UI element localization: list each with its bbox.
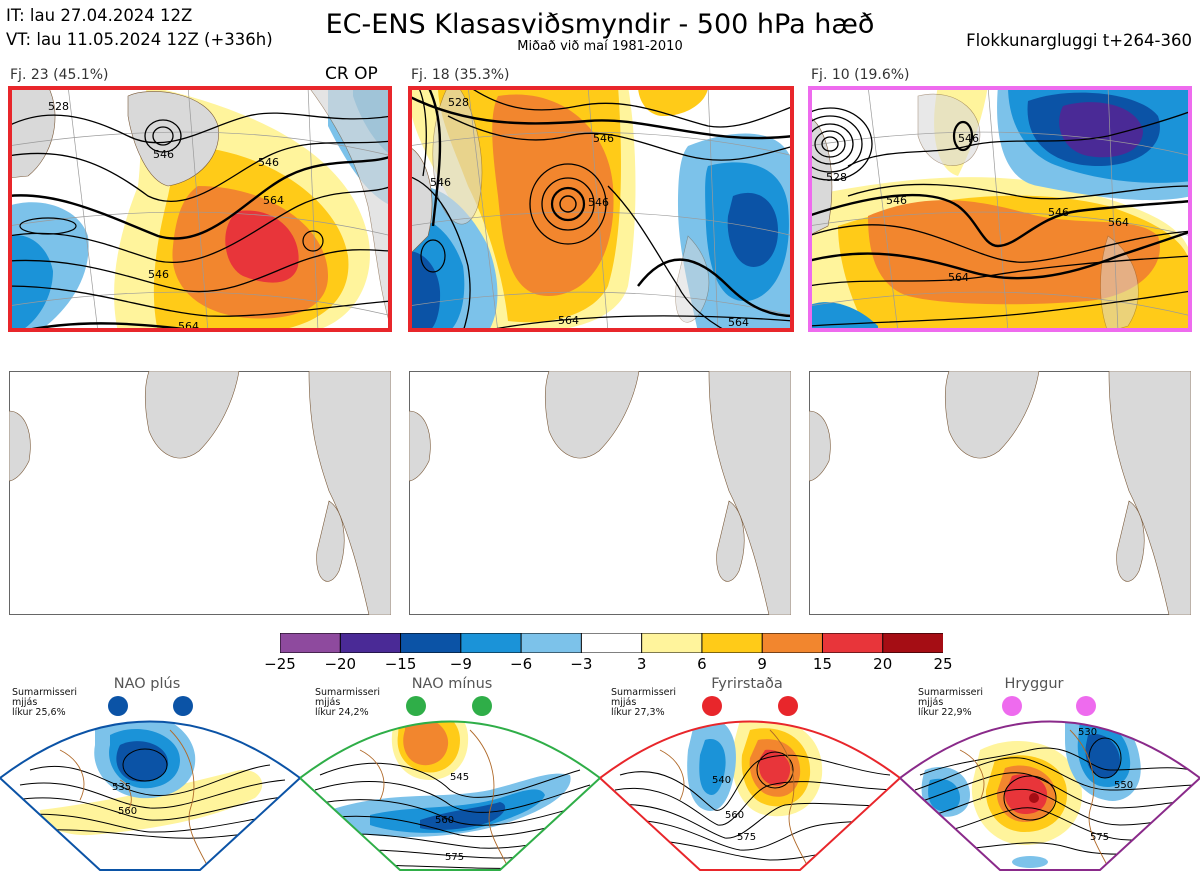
colorbar-swatch [580,633,643,653]
contour-label: 575 [1090,832,1109,843]
contour-label: 546 [593,132,614,145]
regime-2-name: NAO mínus [411,676,493,692]
contour-label: 540 [712,775,731,786]
colorbar-tick-label: 3 [636,655,647,673]
regime-3-dot-right [778,696,798,716]
regime-3-dot-left [702,696,722,716]
cluster-3-map: 528 546 546 546 564 564 [808,86,1192,332]
cluster-3-border [808,86,1192,332]
colorbar-swatch [400,633,462,653]
colorbar-tick-label: 15 [812,655,832,673]
contour-label: 546 [1048,206,1069,219]
colorbar-swatch [821,633,884,653]
contour-label: 546 [430,176,451,189]
contour-label: 546 [153,148,174,161]
regime-4-dot-left [1002,696,1022,716]
basemap-1 [9,371,391,615]
cluster-1-extra: CR OP [325,64,378,84]
basemap-3 [809,371,1191,615]
contour-label: 575 [737,832,756,843]
regime-2-size: mjjás [315,697,341,708]
regime-4-name: Hryggur [1004,676,1064,692]
regime-1-season: Sumarmisseri [12,687,78,698]
colorbar-swatch [882,633,943,653]
colorbar-swatch [460,633,523,653]
initial-time: IT: lau 27.04.2024 12Z [6,6,193,25]
cluster-1-label: Fj. 23 (45.1%) [10,67,109,83]
contour-label: 528 [48,100,69,113]
contour-label: 564 [1108,216,1129,229]
colorbar-swatch [280,633,342,653]
cluster-2-label: Fj. 18 (35.3%) [411,67,510,83]
colorbar-tick-label: −6 [510,655,533,673]
contour-label: 546 [958,132,979,145]
regime-1-name: NAO plús [113,676,181,692]
contour-label: 546 [588,196,609,209]
contour-label: 560 [435,815,454,826]
regime-4-size: mjjás [918,697,944,708]
cluster-2-map: 528 546 546 546 564 564 [408,86,794,332]
regime-2-dot-right [472,696,492,716]
page-title: EC-ENS Klasasviðsmyndir - 500 hPa hæð [325,9,875,40]
contour-label: 545 [450,772,469,783]
contour-label: 560 [725,810,744,821]
regime-3-size: mjjás [611,697,637,708]
basemap-2 [409,371,791,615]
contour-label: 564 [728,316,749,329]
regime-2-prob: líkur 24,2% [315,707,369,718]
contour-label: 528 [826,171,847,184]
colorbar-tick-label: 6 [697,655,707,673]
classification-window: Flokkunargluggi t+264-360 [966,31,1192,50]
contour-label: 530 [1078,727,1097,738]
colorbar-tick-label: 25 [933,655,953,673]
regime-2-season: Sumarmisseri [315,687,381,698]
regime-1-dot-right [173,696,193,716]
colorbar [280,633,943,653]
colorbar-tick-label: 20 [873,655,893,673]
regime-1-size: mjjás [12,697,38,708]
regime-4-prob: líkur 22,9% [918,707,972,718]
colorbar-swatch [641,633,703,653]
contour-label: 546 [148,268,169,281]
regime-1-prob: líkur 25,6% [12,707,66,718]
regime-4-dot-right [1076,696,1096,716]
colorbar-tick-label: −3 [570,655,593,673]
valid-time: VT: lau 11.05.2024 12Z (+336h) [6,30,273,49]
colorbar-tick-label: −9 [449,655,472,673]
colorbar-tick-label: −20 [324,655,357,673]
colorbar-swatch [520,633,583,653]
contour-label: 550 [1114,780,1133,791]
contour-label: 564 [948,271,969,284]
cluster-2-border [408,86,794,332]
contour-label: 564 [263,194,284,207]
contour-label: 528 [448,96,469,109]
regime-4-season: Sumarmisseri [918,687,984,698]
colorbar-tick-label: 9 [757,655,767,673]
colorbar-swatch [339,633,402,653]
regime-3-prob: líkur 27,3% [611,707,665,718]
colorbar-swatch [701,633,764,653]
page-subtitle: Miðað við maí 1981-2010 [517,39,683,54]
regime-3-name: Fyrirstaða [711,676,783,692]
colorbar-swatch [761,633,824,653]
contour-label: 564 [558,314,579,327]
contour-label: 546 [258,156,279,169]
cluster-3-label: Fj. 10 (19.6%) [811,67,910,83]
regime-1-dot-left [108,696,128,716]
contour-label: 535 [112,782,131,793]
contour-label: 560 [118,806,137,817]
cluster-1-border [8,86,392,332]
regime-3-season: Sumarmisseri [611,687,677,698]
colorbar-tick-label: −25 [264,655,296,673]
cluster-1-map: 528 546 546 564 546 564 [8,86,392,332]
colorbar-tick-label: −15 [384,655,417,673]
contour-label: 575 [445,852,464,863]
regime-row: NAO plús Sumarmisseri mjjás líkur 25,6% … [0,676,1200,871]
regime-2-dot-left [406,696,426,716]
contour-label: 546 [886,194,907,207]
